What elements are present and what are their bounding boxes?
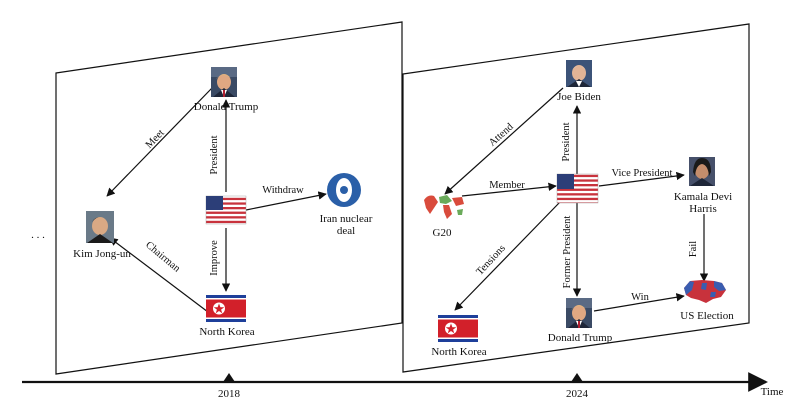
- node-label-biden: Joe Biden: [557, 91, 601, 103]
- edge-label-improve: Improve: [209, 240, 220, 276]
- node-label-harris-line1: Kamala Devi: [674, 191, 732, 203]
- ellipsis: . . .: [31, 229, 45, 241]
- edge-win: [593, 293, 685, 312]
- edge-withdraw: [245, 191, 327, 211]
- node-label-trump-2024: Donald Trump: [548, 332, 613, 344]
- edge-label-president-2024: President: [561, 122, 572, 161]
- node-label-us-election: US Election: [680, 310, 734, 322]
- tick-label-2024: 2024: [566, 388, 589, 400]
- north-korea-flag-2018: [206, 295, 246, 322]
- kim-portrait: [86, 211, 114, 243]
- edge-attend: [444, 87, 564, 195]
- us-flag-2018: [205, 195, 247, 225]
- tick-label-2018: 2018: [218, 388, 241, 400]
- edge-label-former-president: Former President: [562, 216, 573, 289]
- edge-chairman: [109, 237, 209, 313]
- tick-marker-2024: [571, 373, 583, 382]
- edge-label-president-2018: President: [209, 135, 220, 174]
- edge-label-fail: Fail: [688, 241, 699, 257]
- tick-marker-2018: [223, 373, 235, 382]
- edge-tensions: [454, 201, 561, 311]
- node-label-north-korea-2024: North Korea: [431, 346, 486, 358]
- harris-portrait: [689, 157, 715, 186]
- node-label-kim: Kim Jong-un: [73, 248, 131, 260]
- edge-vice-president: [598, 171, 685, 187]
- biden-portrait: [566, 60, 592, 87]
- us-election-map-icon: [684, 280, 726, 303]
- edge-label-vice-president: Vice President: [612, 168, 673, 179]
- edge-member: [461, 182, 557, 197]
- node-label-g20: G20: [433, 227, 452, 239]
- us-flag-2024: [556, 173, 599, 204]
- trump-portrait-2018: [211, 67, 237, 97]
- edge-label-withdraw: Withdraw: [262, 185, 304, 196]
- g20-world-map-icon: [424, 195, 464, 219]
- trump-portrait-2024: [566, 298, 592, 328]
- node-label-iran-line2: deal: [337, 225, 355, 237]
- edge-meet: [106, 87, 213, 197]
- edge-label-win: Win: [631, 292, 649, 303]
- time-axis-label: Time: [761, 386, 784, 398]
- edge-label-member: Member: [489, 180, 525, 191]
- node-label-iran-line1: Iran nuclear: [320, 213, 373, 225]
- node-label-trump-2018: Donald Trump: [194, 101, 259, 113]
- iran-nuclear-deal-logo: [327, 173, 361, 207]
- north-korea-flag-2024: [438, 315, 478, 342]
- node-label-north-korea-2018: North Korea: [199, 326, 254, 338]
- node-label-harris-line2: Harris: [689, 203, 717, 215]
